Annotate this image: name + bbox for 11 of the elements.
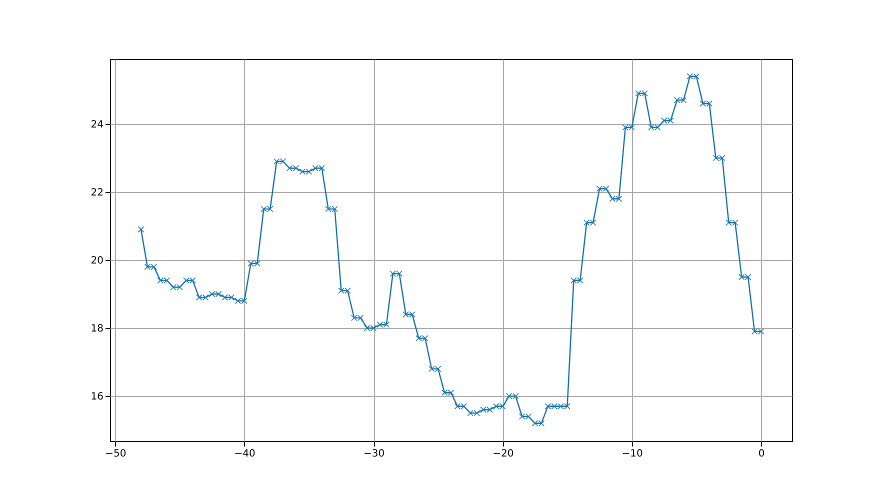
x-tick-label: 0	[758, 448, 765, 460]
y-tick-label: 24	[90, 119, 104, 130]
y-tick-label: 16	[90, 392, 104, 403]
x-tick-label: −20	[492, 448, 514, 460]
x-tick-label: −30	[363, 448, 385, 460]
x-tick-label: −40	[234, 448, 256, 460]
x-tick-label: −10	[622, 448, 643, 460]
y-tick-label: 18	[90, 324, 104, 335]
x-tick-label: −50	[105, 448, 126, 460]
y-tick-label: 20	[90, 256, 104, 267]
y-tick-label: 22	[90, 188, 104, 199]
